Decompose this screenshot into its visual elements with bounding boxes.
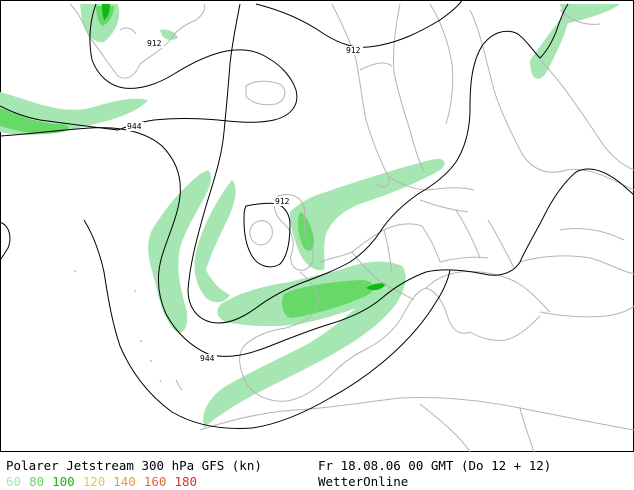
legend-value-60: 60 — [6, 474, 22, 489]
legend-value-120: 120 — [82, 474, 106, 489]
legend-value-140: 140 — [113, 474, 136, 489]
legend-value-160: 160 — [143, 474, 167, 489]
chart-title: Polarer Jetstream 300 hPa GFS (kn) — [6, 458, 262, 473]
jetstream-map: 912 912 912 944 944 — [0, 0, 634, 452]
map-canvas: 912 912 912 944 944 — [0, 0, 634, 452]
jet-80-shading — [0, 6, 374, 318]
contour-label-group: 912 912 912 944 944 — [126, 39, 363, 363]
contour-label: 912 — [275, 197, 290, 206]
contour-label: 912 — [147, 39, 162, 48]
legend-scale: 60 80 100 120 140 160 180 — [6, 474, 205, 489]
jet-100-shading — [102, 4, 386, 291]
contour-label: 912 — [346, 46, 361, 55]
brand-label: WetterOnline — [318, 474, 409, 489]
forecast-datetime: Fr 18.08.06 00 GMT (Do 12 + 12) — [318, 458, 552, 473]
legend-value-80: 80 — [29, 474, 45, 489]
contour-label: 944 — [200, 354, 215, 363]
contour-label: 944 — [127, 122, 142, 131]
legend-value-180: 180 — [174, 474, 198, 489]
map-footer: Polarer Jetstream 300 hPa GFS (kn) Fr 18… — [0, 452, 634, 490]
contour-lines — [0, 0, 634, 429]
legend-value-100: 100 — [52, 474, 75, 489]
